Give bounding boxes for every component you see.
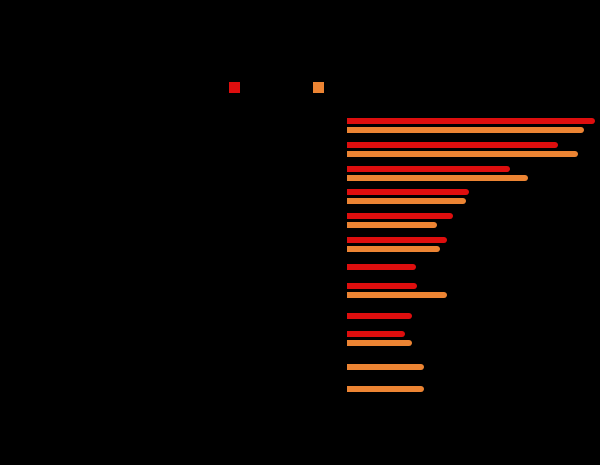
bar-red-group-10 (347, 331, 405, 337)
bar-red-group-5 (347, 212, 453, 219)
legend-swatch-red (229, 82, 240, 93)
bar-orange-group-3 (347, 174, 528, 181)
bar-orange-group-10 (347, 340, 412, 346)
bar-orange-group-8 (347, 291, 447, 298)
bar-red-group-7 (347, 263, 416, 270)
bar-orange-group-2 (347, 151, 578, 157)
bar-red-group-1 (347, 118, 595, 124)
bar-red-group-9 (347, 312, 412, 319)
bar-red-group-3 (347, 165, 510, 172)
legend-swatch-orange (313, 82, 324, 93)
bar-red-group-4 (347, 189, 469, 195)
bar-orange-group-4 (347, 198, 466, 204)
bar-orange-group-5 (347, 221, 437, 228)
bar-red-group-2 (347, 142, 558, 148)
bar-red-group-6 (347, 236, 447, 243)
bar-orange-group-12 (347, 386, 424, 392)
bar-orange-group-6 (347, 245, 440, 252)
bar-red-group-8 (347, 282, 417, 289)
bar-orange-group-1 (347, 127, 584, 133)
bar-orange-group-11 (347, 364, 424, 370)
